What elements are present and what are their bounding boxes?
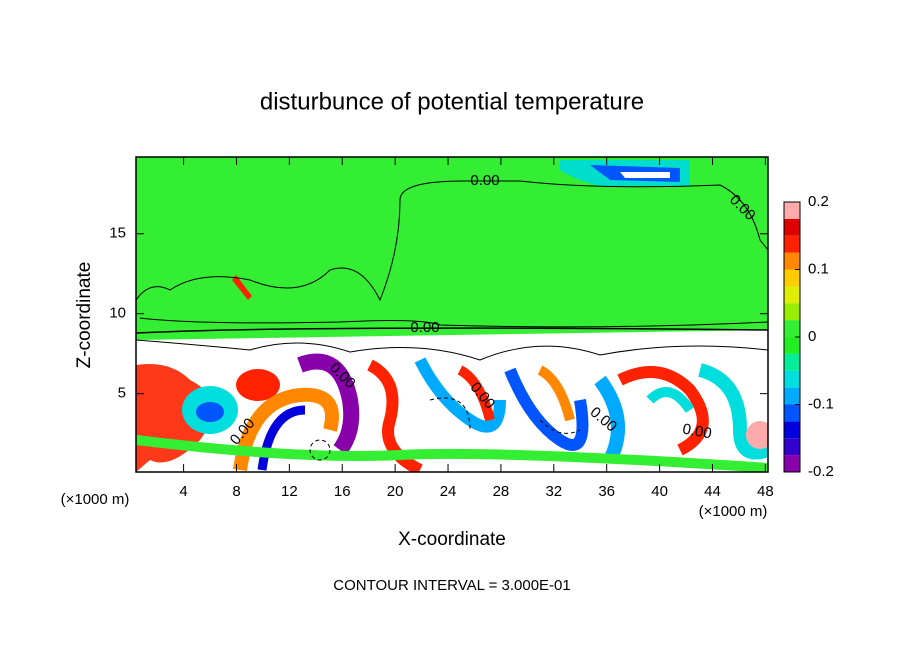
chart-title: disturbunce of potential temperature xyxy=(260,88,644,115)
contour-interval-note: CONTOUR INTERVAL = 3.000E-01 xyxy=(333,577,570,594)
x-tick-label: 40 xyxy=(651,483,668,500)
plot-frame xyxy=(135,156,769,473)
x-unit-label: (×1000 m) xyxy=(699,503,768,520)
colorbar-tick-label: 0 xyxy=(808,328,816,345)
colorbar-level xyxy=(784,218,800,236)
colorbar-level xyxy=(784,303,800,321)
x-tick-label: 16 xyxy=(334,483,351,500)
colorbar-level xyxy=(784,202,800,219)
x-tick-label: 8 xyxy=(232,483,240,500)
colorbar-tick-label: -0.1 xyxy=(808,395,834,412)
contour-label: 0.00 xyxy=(681,421,713,443)
y-tick-label: 10 xyxy=(109,305,126,322)
y-axis-label: Z-coordinate xyxy=(74,262,95,369)
colorbar-level xyxy=(784,235,800,253)
colorbar-level xyxy=(784,370,800,388)
colorbar-level xyxy=(784,252,800,270)
colorbar-level xyxy=(784,269,800,287)
colorbar-level xyxy=(784,438,800,456)
field xyxy=(136,157,768,472)
x-tick-label: 28 xyxy=(493,483,510,500)
x-tick-label: 20 xyxy=(387,483,404,500)
colorbar-tick-label: -0.2 xyxy=(808,463,834,480)
x-tick-label: 36 xyxy=(598,483,615,500)
colorbar-level xyxy=(784,286,800,304)
x-tick-label: 24 xyxy=(440,483,457,500)
colorbar-level xyxy=(784,337,800,354)
x-tick-label: 4 xyxy=(179,483,187,500)
colorbar-level xyxy=(784,404,800,422)
y-tick-label: 5 xyxy=(118,385,126,402)
contour-label: 0.00 xyxy=(470,172,499,189)
x-axis-label: X-coordinate xyxy=(398,529,506,550)
x-tick-label: 32 xyxy=(545,483,562,500)
colorbar-level xyxy=(784,455,800,472)
x-tick-label: 44 xyxy=(704,483,721,500)
colorbar-level xyxy=(784,320,800,337)
x-tick-label: 12 xyxy=(281,483,298,500)
colorbar-tick-label: 0.1 xyxy=(808,260,829,277)
colorbar-level xyxy=(784,353,800,371)
colorbar-level xyxy=(784,387,800,405)
colorbar-level xyxy=(784,421,800,439)
x-unit-label: (×1000 m) xyxy=(61,491,130,508)
y-tick-label: 15 xyxy=(109,225,126,242)
colorbar-tick-label: 0.2 xyxy=(808,193,829,210)
x-tick-label: 48 xyxy=(757,483,774,500)
contour-label: 0.00 xyxy=(410,319,439,336)
